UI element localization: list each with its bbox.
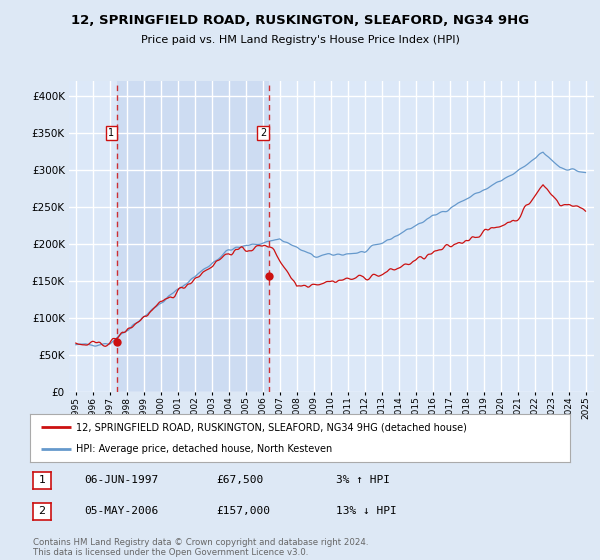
- Text: HPI: Average price, detached house, North Kesteven: HPI: Average price, detached house, Nort…: [76, 444, 332, 454]
- Text: 3% ↑ HPI: 3% ↑ HPI: [336, 475, 390, 486]
- Text: 12, SPRINGFIELD ROAD, RUSKINGTON, SLEAFORD, NG34 9HG (detached house): 12, SPRINGFIELD ROAD, RUSKINGTON, SLEAFO…: [76, 422, 467, 432]
- Text: 1: 1: [38, 475, 46, 486]
- Bar: [117, 81, 269, 392]
- Text: 13% ↓ HPI: 13% ↓ HPI: [336, 506, 397, 516]
- Text: Contains HM Land Registry data © Crown copyright and database right 2024.
This d: Contains HM Land Registry data © Crown c…: [33, 538, 368, 557]
- Text: 05-MAY-2006: 05-MAY-2006: [84, 506, 158, 516]
- Text: 2: 2: [38, 506, 46, 516]
- Text: 06-JUN-1997: 06-JUN-1997: [84, 475, 158, 486]
- Text: 2: 2: [260, 128, 266, 138]
- Text: Price paid vs. HM Land Registry's House Price Index (HPI): Price paid vs. HM Land Registry's House …: [140, 35, 460, 45]
- Text: 12, SPRINGFIELD ROAD, RUSKINGTON, SLEAFORD, NG34 9HG: 12, SPRINGFIELD ROAD, RUSKINGTON, SLEAFO…: [71, 14, 529, 27]
- Text: £67,500: £67,500: [216, 475, 263, 486]
- Text: 1: 1: [108, 128, 115, 138]
- Text: £157,000: £157,000: [216, 506, 270, 516]
